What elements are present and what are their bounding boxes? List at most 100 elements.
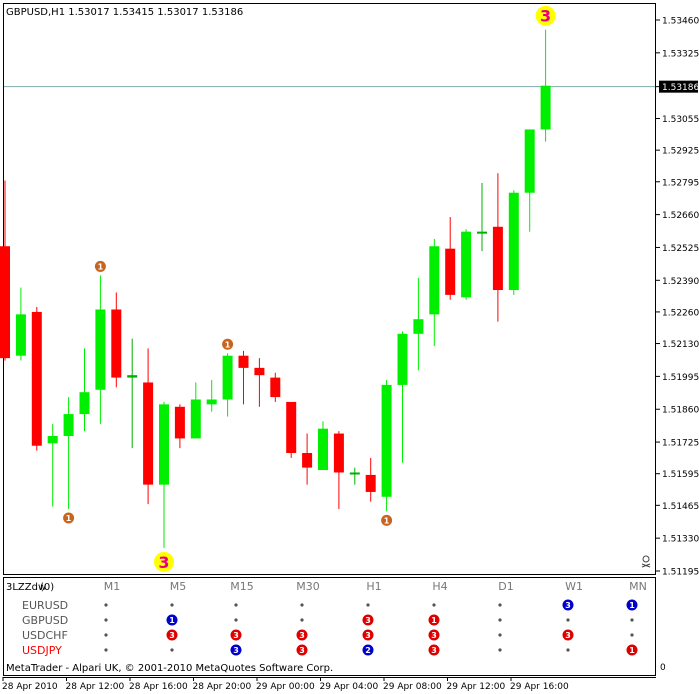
signal-dot	[498, 633, 502, 637]
signal-badge: 3	[230, 644, 242, 656]
candle-body	[445, 248, 456, 295]
zigzag-marker-minor: 1	[63, 512, 75, 524]
signal-badge: 3	[562, 629, 574, 641]
candle	[477, 182, 487, 252]
signal-circle	[428, 644, 440, 656]
marker-circle	[222, 338, 234, 350]
candle-body	[111, 309, 122, 378]
signal-badge: 3	[428, 644, 440, 656]
candle-body	[174, 406, 185, 439]
timeframe-header: M15	[230, 580, 254, 593]
signal-number: 3	[365, 631, 371, 640]
main-chart-frame	[3, 3, 656, 575]
candle	[302, 433, 313, 485]
price-tick-label: 1.53055	[662, 115, 699, 125]
candle-body	[397, 333, 408, 385]
candle	[397, 331, 408, 463]
candle	[254, 358, 265, 407]
marker-circle	[154, 551, 174, 572]
timeframe-header: M5	[170, 580, 187, 593]
signal-circle	[626, 599, 638, 611]
zigzag-marker-major: 3	[535, 5, 556, 26]
signal-badge: 3	[230, 629, 242, 641]
candle-body	[238, 355, 249, 368]
signal-dot	[498, 603, 502, 607]
signal-dot	[300, 618, 304, 622]
candle-body	[47, 435, 58, 444]
zigzag-markers: 1 1 3 1 1 3	[63, 5, 556, 572]
candle	[174, 404, 185, 449]
price-tick-label: 1.52660	[662, 211, 699, 221]
signal-number: 3	[233, 631, 239, 640]
candle	[31, 307, 42, 451]
signal-dot	[566, 618, 570, 622]
signal-badge: 3	[362, 629, 374, 641]
price-tick-label: 1.51860	[662, 406, 699, 416]
candle-body	[206, 399, 217, 405]
signal-circle	[428, 614, 440, 626]
candle	[492, 173, 503, 322]
signal-number: 1	[629, 601, 635, 610]
signal-badge: 3	[428, 629, 440, 641]
time-tick-label: 29 Apr 00:00	[256, 682, 315, 692]
marker-label: 1	[225, 340, 231, 349]
timeframe-header: M30	[296, 580, 320, 593]
candle	[508, 190, 519, 295]
candle	[540, 29, 551, 142]
signal-number: 3	[431, 646, 437, 655]
candle-body	[95, 309, 106, 390]
signal-number: 3	[299, 646, 305, 655]
signal-dot	[104, 618, 108, 622]
candle-body	[159, 404, 169, 485]
signal-dot	[498, 648, 502, 652]
signal-dot	[566, 648, 570, 652]
candle-body	[333, 433, 344, 473]
signal-dot	[300, 603, 304, 607]
candle	[127, 338, 138, 449]
signal-circle	[362, 629, 374, 641]
symbol-label: EURUSD	[22, 599, 68, 612]
price-tick-label: 1.52795	[662, 178, 699, 188]
candle	[159, 401, 169, 548]
candle	[15, 287, 26, 361]
candle-body	[492, 226, 503, 291]
marker-label: 3	[158, 553, 169, 572]
price-tick-label: 1.53325	[662, 49, 699, 59]
signal-badge: 1	[626, 644, 638, 656]
time-tick-label: 29 Apr 04:00	[320, 682, 379, 692]
candle-body	[429, 246, 440, 315]
candle	[429, 238, 440, 346]
timeframe-header: MN	[629, 580, 647, 593]
candle	[270, 372, 281, 402]
signal-badge: 2	[362, 644, 374, 656]
candle	[190, 382, 201, 439]
candle	[206, 380, 217, 412]
signal-circle	[626, 644, 638, 656]
timeframe-header: M1	[104, 580, 121, 593]
zigzag-marker-minor: 1	[381, 514, 393, 526]
candle	[47, 423, 58, 507]
signal-circle	[362, 614, 374, 626]
price-tick-label: 1.52260	[662, 308, 699, 318]
candle-body	[365, 474, 376, 492]
marker-label: 1	[66, 514, 72, 523]
signal-badge: 3	[562, 599, 574, 611]
candle	[413, 277, 424, 371]
indicator-axis-zero: 0	[660, 663, 666, 673]
signal-number: 3	[299, 631, 305, 640]
candle	[143, 348, 154, 505]
candle-body	[15, 314, 26, 356]
signal-dot	[432, 603, 436, 607]
signal-number: 3	[233, 646, 239, 655]
timeframe-header: D1	[498, 580, 513, 593]
candle-body	[0, 246, 10, 359]
signal-dot	[234, 603, 238, 607]
candle-body	[143, 382, 154, 485]
signal-dot	[234, 618, 238, 622]
timeframe-header: W1	[565, 580, 583, 593]
signal-circle	[296, 644, 308, 656]
signal-circle	[296, 629, 308, 641]
price-tick-label: 1.51595	[662, 470, 699, 480]
signal-number: 3	[565, 601, 571, 610]
